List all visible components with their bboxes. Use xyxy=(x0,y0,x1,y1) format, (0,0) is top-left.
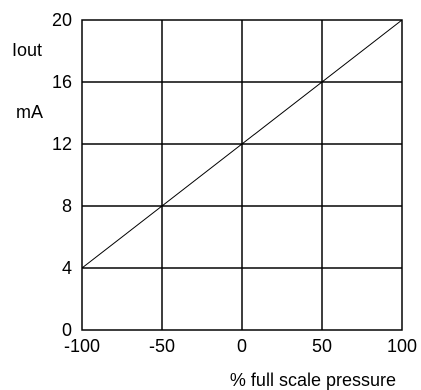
x-tick-label-2: 0 xyxy=(237,336,247,356)
y-tick-label-5: 20 xyxy=(52,10,72,30)
x-tick-label-3: 50 xyxy=(312,336,332,356)
x-tick-label-0: -100 xyxy=(64,336,100,356)
series-layer xyxy=(81,19,403,269)
x-tick-label-1: -50 xyxy=(149,336,175,356)
plot-frame xyxy=(81,19,403,331)
grid xyxy=(82,20,402,330)
y-tick-label-4: 16 xyxy=(52,72,72,92)
y-tick-label-1: 4 xyxy=(62,258,72,278)
y-axis-label-line1: Iout xyxy=(12,40,42,60)
plot-border xyxy=(81,19,403,331)
y-tick-label-3: 12 xyxy=(52,134,72,154)
y-tick-label-2: 8 xyxy=(62,196,72,216)
x-axis-ticks: -100 -50 0 50 100 xyxy=(64,336,417,356)
y-tick-label-0: 0 xyxy=(62,320,72,340)
x-axis-label: % full scale pressure xyxy=(230,370,396,390)
y-axis-label-line2: mA xyxy=(16,102,43,122)
y-axis-ticks: 0 4 8 12 16 20 xyxy=(52,10,72,340)
series-line-0 xyxy=(81,19,403,269)
x-tick-label-4: 100 xyxy=(387,336,417,356)
